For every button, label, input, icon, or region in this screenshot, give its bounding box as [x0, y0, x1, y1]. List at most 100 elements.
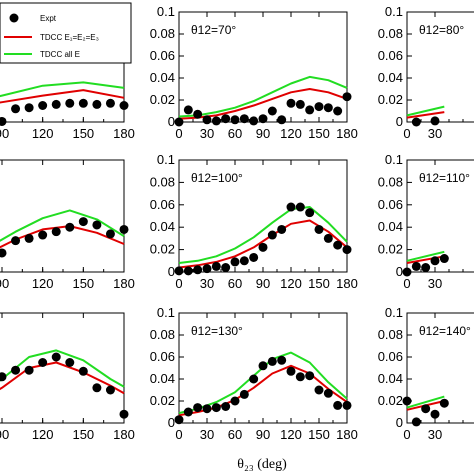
y-tick-label: 0.02 [150, 242, 175, 257]
expt-point [239, 256, 249, 266]
panel-8: 0 30 60 90 120 150 180 0 0.02 0.04 0.06 0.08 0.1 θ12=… [150, 305, 358, 442]
expt-point [249, 116, 259, 126]
expt-point [174, 117, 184, 127]
expt-point [411, 417, 421, 427]
expt-point [267, 106, 277, 116]
panel-2: 0 30 60 90 120 150 180 0 0.02 0.04 0.06 0.08 0.1 θ12=… [150, 4, 358, 141]
tdcc-equal-curve [0, 89, 125, 104]
expt-point [333, 400, 343, 410]
y-tick-label: 0.06 [378, 197, 403, 212]
expt-point [402, 396, 412, 406]
expt-point [258, 114, 268, 124]
expt-point [78, 98, 88, 108]
x-tick-label: 120 [32, 276, 54, 291]
expt-point [439, 254, 449, 264]
panel-frame [406, 159, 474, 273]
expt-point [342, 245, 352, 255]
y-tick-label: 0.02 [378, 92, 403, 107]
expt-point [202, 115, 212, 125]
y-tick-label: 0.06 [378, 349, 403, 364]
tdcc-all-curve [178, 75, 348, 118]
legend-label-tdcc-equal: TDCC E₁=E₂=E₃ [40, 33, 99, 42]
expt-point [295, 372, 305, 382]
x-tick-label: 60 [228, 276, 242, 291]
expt-point [119, 224, 129, 234]
expt-point [421, 263, 431, 273]
expt-point [38, 101, 48, 110]
expt-point [0, 372, 7, 382]
y-tick-label: 0.02 [150, 393, 175, 408]
panels-group: 60 90 120 150 180 0 30 60 90 120 150 180 0 0.02 0.04 0.… [0, 4, 474, 442]
x-tick-label: 120 [32, 126, 54, 141]
panel-frame [0, 159, 125, 273]
y-tick-label: 0.08 [150, 26, 175, 41]
panel-3: 0 30 0 0.02 0.04 0.06 0.08 0.1 θ12=80° [378, 4, 474, 141]
expt-point [24, 233, 34, 243]
expt-point [286, 366, 296, 376]
x-tick-label: 150 [72, 427, 94, 442]
expt-point [314, 102, 324, 112]
y-tick-label: 0 [168, 114, 175, 129]
panel-6: 0 30 0 0.02 0.04 0.06 0.08 0.1 θ12=110° [378, 152, 474, 291]
expt-point [38, 358, 48, 367]
expt-point [314, 385, 324, 395]
panel-title: θ12=130° [191, 324, 243, 338]
expt-point [333, 106, 343, 116]
expt-point [38, 230, 48, 240]
y-tick-label: 0.04 [150, 371, 175, 386]
y-tick-label: 0.06 [150, 349, 175, 364]
expt-point [239, 389, 249, 399]
x-tick-label: 90 [0, 126, 9, 141]
x-tick-label: 150 [308, 276, 330, 291]
expt-point [258, 361, 268, 371]
tdcc-all-curve [0, 209, 125, 242]
expt-point [430, 409, 440, 419]
tdcc-equal-curve [0, 225, 125, 249]
expt-point [105, 98, 115, 108]
expt-point [11, 365, 21, 375]
expt-point [221, 114, 231, 124]
y-tick-label: 0 [396, 114, 403, 129]
expt-point [78, 366, 88, 376]
tdcc-equal-curve [406, 111, 445, 119]
expt-point [323, 233, 333, 243]
x-axis-label: θ₂₃ (deg) [237, 457, 287, 472]
expt-point [333, 240, 343, 250]
expt-point [174, 266, 184, 276]
tdcc-all-curve [0, 349, 125, 388]
expt-point [305, 208, 315, 218]
expt-point [211, 116, 221, 126]
expt-point [0, 116, 7, 126]
x-tick-label: 60 [228, 427, 242, 442]
expt-point [323, 103, 333, 113]
y-tick-label: 0.04 [150, 70, 175, 85]
expt-point [258, 242, 268, 252]
y-tick-label: 0.08 [378, 26, 403, 41]
expt-point [105, 229, 115, 239]
x-tick-label: 30 [428, 126, 442, 141]
x-tick-label: 180 [336, 126, 358, 141]
x-tick-label: 180 [336, 276, 358, 291]
y-tick-label: 0.02 [378, 393, 403, 408]
panel-5: 0 30 60 90 120 150 180 0 0.02 0.04 0.06 0.08 0.1 θ12=… [150, 152, 358, 291]
y-tick-label: 0 [396, 415, 403, 430]
x-tick-label: 60 [228, 126, 242, 141]
expt-point [342, 92, 352, 102]
x-tick-label: 0 [403, 126, 410, 141]
x-tick-label: 30 [428, 427, 442, 442]
expt-point [92, 220, 102, 230]
expt-point [65, 98, 75, 108]
x-tick-label: 150 [308, 427, 330, 442]
expt-point [277, 115, 287, 125]
tdcc-all-curve [178, 206, 348, 264]
expt-point [342, 400, 352, 410]
y-tick-label: 0.06 [150, 197, 175, 212]
y-tick-label: 0.04 [378, 70, 403, 85]
y-tick-label: 0.04 [378, 219, 403, 234]
expt-point [119, 101, 129, 110]
expt-point [183, 105, 193, 115]
expt-point [267, 230, 277, 240]
